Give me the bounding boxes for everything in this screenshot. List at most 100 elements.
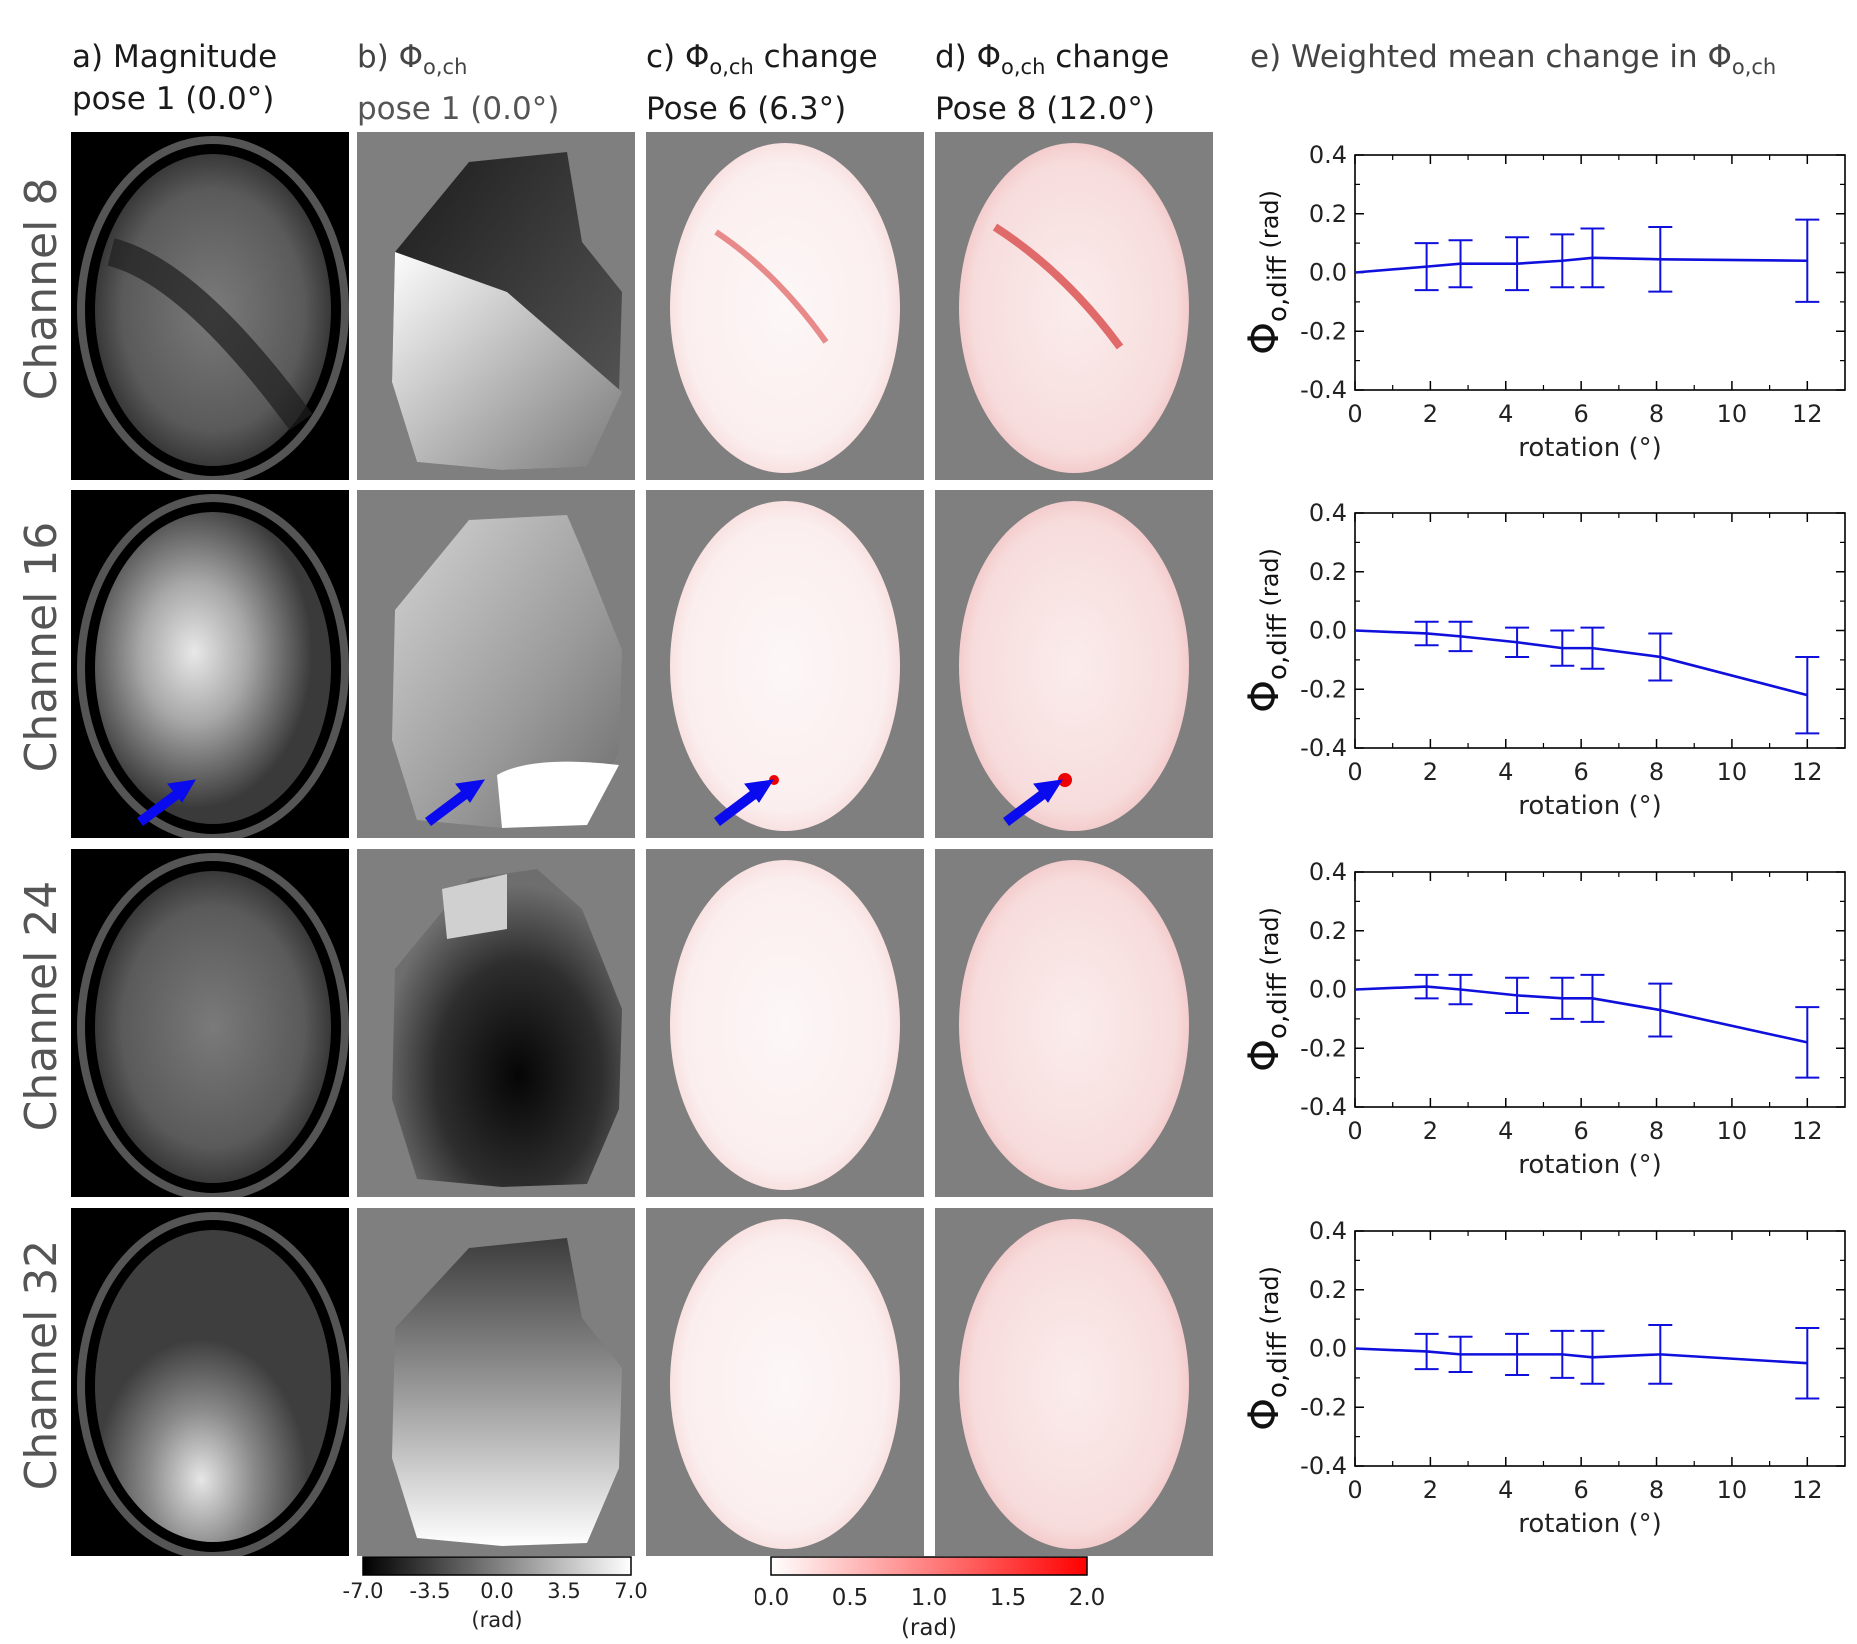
phase-image-ch16 [357, 490, 635, 838]
colorbar-change-tick: 1.5 [990, 1585, 1027, 1611]
header-magnitude-line2: pose 1 (0.0°) [72, 81, 275, 117]
y-tick-label: -0.2 [1300, 317, 1347, 345]
header-change-pose6-line2: Pose 6 (6.3°) [646, 91, 847, 128]
change-pose6-image-ch16 [646, 490, 924, 838]
header-phase-line1: b) Φ [357, 39, 424, 75]
plot-channel-32: -0.4 -0.2 0.0 0.2 0.4 0 2 4 6 8 10 12 rotation (°) Φo… [1205, 1208, 1855, 1553]
magnitude-image-ch32 [71, 1208, 349, 1556]
x-tick-label: 4 [1498, 400, 1513, 428]
plot-frame [1354, 871, 1846, 1108]
header-phase-sub: o,ch [423, 55, 468, 80]
x-tick-label: 10 [1717, 1117, 1748, 1145]
y-tick-label: -0.2 [1300, 1034, 1347, 1062]
phase-image-ch8 [357, 132, 635, 480]
y-axis-label: Φo,diff (rad) [1239, 190, 1293, 355]
x-tick-label: 4 [1498, 758, 1513, 786]
y-axis-label-subscript: o,diff [1263, 1331, 1293, 1398]
header-weighted-mean-prefix: e) Weighted mean change in Φ [1250, 39, 1732, 75]
series-line [1354, 629, 1808, 697]
x-axis-label: rotation (°) [1518, 1509, 1662, 1539]
y-tick-label: 0.2 [1309, 200, 1347, 228]
header-change-pose8-line2: Pose 8 (12.0°) [935, 91, 1155, 128]
y-tick-label: 0.0 [1309, 259, 1347, 287]
x-axis-label: rotation (°) [1518, 1150, 1662, 1180]
colorbar-phase-tick: -7.0 [343, 1579, 384, 1603]
change-pose6-image-ch8 [646, 132, 924, 480]
plot-frame [1354, 154, 1846, 391]
colorbar-phase-tick: 0.0 [480, 1579, 513, 1603]
x-tick-label: 0 [1347, 1117, 1362, 1145]
header-change-pose8-suffix: change [1045, 39, 1170, 75]
y-tick-label: 0.2 [1309, 1276, 1347, 1304]
change-pose8-image-ch24 [935, 849, 1213, 1197]
y-axis-label-unit: (rad) [1256, 907, 1284, 973]
magnitude-image-ch16 [71, 490, 349, 838]
x-tick-label: 8 [1649, 1476, 1664, 1504]
x-tick-label: 2 [1423, 1117, 1438, 1145]
header-magnitude: a) Magnitude pose 1 (0.0°) [72, 36, 277, 120]
header-magnitude-line1: a) Magnitude [72, 39, 278, 75]
row-label-channel-16: Channel 16 [16, 521, 67, 773]
x-tick-label: 2 [1423, 400, 1438, 428]
y-axis-label-subscript: o,diff [1263, 255, 1293, 322]
magnitude-image-ch24 [71, 849, 349, 1197]
colorbar-change: 0.0 0.5 1.0 1.5 2.0 (rad) [753, 1555, 1115, 1641]
header-change-pose6-sub: o,ch [709, 55, 754, 80]
x-tick-label: 2 [1423, 758, 1438, 786]
phase-image-ch24 [357, 849, 635, 1197]
colorbar-change-unit: (rad) [901, 1615, 957, 1640]
colorbar-change-gradient [770, 1556, 1088, 1576]
x-tick-label: 6 [1574, 1117, 1589, 1145]
row-label-channel-24: Channel 24 [16, 880, 67, 1132]
row-label-channel-8: Channel 8 [16, 177, 67, 401]
y-axis-label-unit: (rad) [1256, 190, 1284, 256]
y-tick-label: 0.4 [1309, 1217, 1347, 1245]
magnitude-image-ch8 [71, 132, 349, 480]
header-weighted-mean: e) Weighted mean change in Φo,ch [1250, 36, 1776, 88]
y-tick-label: 0.4 [1309, 858, 1347, 886]
y-tick-label: 0.4 [1309, 141, 1347, 169]
x-tick-label: 8 [1649, 758, 1664, 786]
x-tick-label: 12 [1792, 1476, 1823, 1504]
plot-channel-8: -0.4 -0.2 0.0 0.2 0.4 0 2 4 6 8 10 12 rotation (°) Φo… [1205, 132, 1855, 477]
x-axis-label: rotation (°) [1518, 791, 1662, 821]
y-tick-label: -0.4 [1300, 1452, 1347, 1480]
series-line [1354, 985, 1808, 1044]
plot-channel-16: -0.4 -0.2 0.0 0.2 0.4 0 2 4 6 8 10 12 rotation (°) Φo… [1205, 490, 1855, 835]
y-axis-label-unit: (rad) [1256, 1266, 1284, 1332]
x-tick-label: 10 [1717, 400, 1748, 428]
x-tick-label: 10 [1717, 1476, 1748, 1504]
x-tick-label: 4 [1498, 1476, 1513, 1504]
row-label-channel-32: Channel 32 [16, 1239, 67, 1491]
series-line [1354, 256, 1808, 274]
y-tick-label: 0.0 [1309, 1335, 1347, 1363]
x-tick-label: 12 [1792, 400, 1823, 428]
header-phase-line2: pose 1 (0.0°) [357, 91, 560, 128]
x-tick-label: 12 [1792, 758, 1823, 786]
change-pose8-image-ch32 [935, 1208, 1213, 1556]
y-tick-label: -0.2 [1300, 675, 1347, 703]
y-tick-label: -0.4 [1300, 376, 1347, 404]
plot-frame [1354, 512, 1846, 749]
x-tick-label: 0 [1347, 400, 1362, 428]
y-tick-label: 0.2 [1309, 558, 1347, 586]
y-axis-label: Φo,diff (rad) [1239, 548, 1293, 713]
x-tick-label: 8 [1649, 400, 1664, 428]
x-tick-label: 6 [1574, 758, 1589, 786]
colorbar-phase: -7.0 -3.5 0.0 3.5 7.0 (rad) [340, 1555, 670, 1635]
y-tick-label: 0.4 [1309, 499, 1347, 527]
header-change-pose8-prefix: d) Φ [935, 39, 1002, 75]
x-tick-label: 10 [1717, 758, 1748, 786]
y-tick-label: 0.0 [1309, 976, 1347, 1004]
y-tick-label: -0.2 [1300, 1393, 1347, 1421]
plot-channel-24: -0.4 -0.2 0.0 0.2 0.4 0 2 4 6 8 10 12 rotation (°) Φo… [1205, 849, 1855, 1194]
change-pose8-image-ch16 [935, 490, 1213, 838]
header-change-pose6-prefix: c) Φ [646, 39, 710, 75]
y-axis-label: Φo,diff (rad) [1239, 1266, 1293, 1431]
x-tick-label: 8 [1649, 1117, 1664, 1145]
change-pose8-image-ch8 [935, 132, 1213, 480]
x-axis-label: rotation (°) [1518, 433, 1662, 463]
y-tick-label: 0.0 [1309, 617, 1347, 645]
x-tick-label: 6 [1574, 1476, 1589, 1504]
header-phase: b) Φo,ch pose 1 (0.0°) [357, 36, 559, 130]
